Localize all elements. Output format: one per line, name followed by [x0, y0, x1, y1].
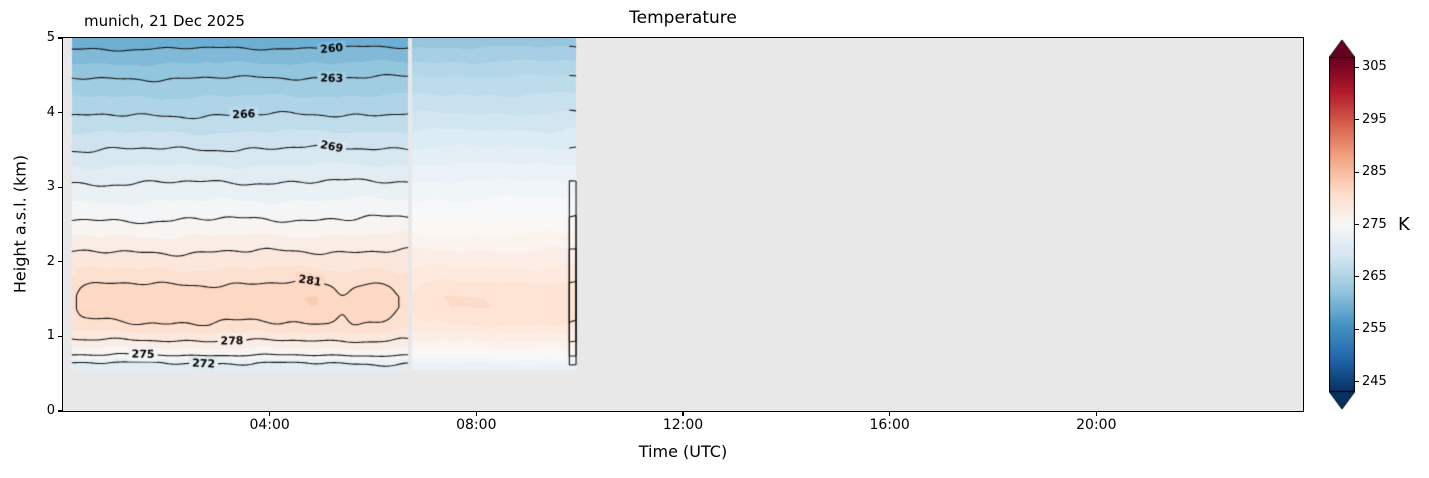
y-tick-mark: [58, 410, 62, 412]
colorbar-tick-mark: [1355, 223, 1359, 226]
colorbar-tick-label: 295: [1362, 111, 1387, 127]
colorbar-tick-label: 275: [1362, 216, 1387, 232]
y-tick-mark: [58, 335, 62, 337]
x-tick-label: 08:00: [456, 417, 497, 433]
x-tick-mark: [269, 412, 271, 416]
site-date-annotation: munich, 21 Dec 2025: [84, 12, 245, 30]
x-axis-label: Time (UTC): [638, 442, 728, 461]
y-tick-label: 0: [46, 403, 55, 418]
colorbar-tick-mark: [1355, 66, 1359, 69]
y-tick-label: 3: [46, 179, 55, 195]
y-tick-label: 5: [46, 30, 55, 45]
x-tick-mark: [682, 412, 684, 416]
colorbar-tick-mark: [1355, 380, 1359, 383]
y-tick-mark: [58, 261, 62, 263]
y-tick-mark: [58, 37, 62, 39]
colorbar-unit-label: K: [1398, 214, 1410, 235]
y-tick-mark: [58, 112, 62, 114]
y-tick-label: 2: [46, 253, 55, 269]
colorbar-tick-label: 305: [1362, 59, 1387, 75]
x-tick-label: 12:00: [662, 417, 704, 433]
colorbar-canvas: [1329, 39, 1355, 410]
colorbar-tick-label: 285: [1362, 164, 1387, 180]
x-tick-label: 04:00: [249, 417, 290, 433]
y-tick-label: 4: [46, 104, 55, 120]
colorbar-tick-mark: [1355, 276, 1359, 278]
chart-title: Temperature: [629, 8, 737, 28]
x-tick-mark: [1095, 412, 1097, 416]
x-tick-label: 20:00: [1076, 417, 1117, 433]
colorbar-tick-label: 265: [1362, 268, 1387, 284]
plot-area: [62, 37, 1304, 412]
x-tick-label: 16:00: [869, 417, 910, 433]
temperature-contour-canvas: [63, 38, 1303, 411]
colorbar-tick-label: 255: [1362, 321, 1387, 337]
y-tick-mark: [58, 186, 62, 188]
y-tick-label: 1: [46, 328, 55, 344]
y-axis-label: Height a.s.l. (km): [10, 154, 30, 294]
x-tick-mark: [475, 412, 477, 416]
colorbar-tick-mark: [1355, 328, 1359, 330]
colorbar-tick-mark: [1355, 171, 1359, 173]
colorbar-tick-label: 245: [1362, 373, 1387, 389]
x-tick-mark: [889, 412, 891, 416]
colorbar-tick-mark: [1355, 119, 1359, 121]
